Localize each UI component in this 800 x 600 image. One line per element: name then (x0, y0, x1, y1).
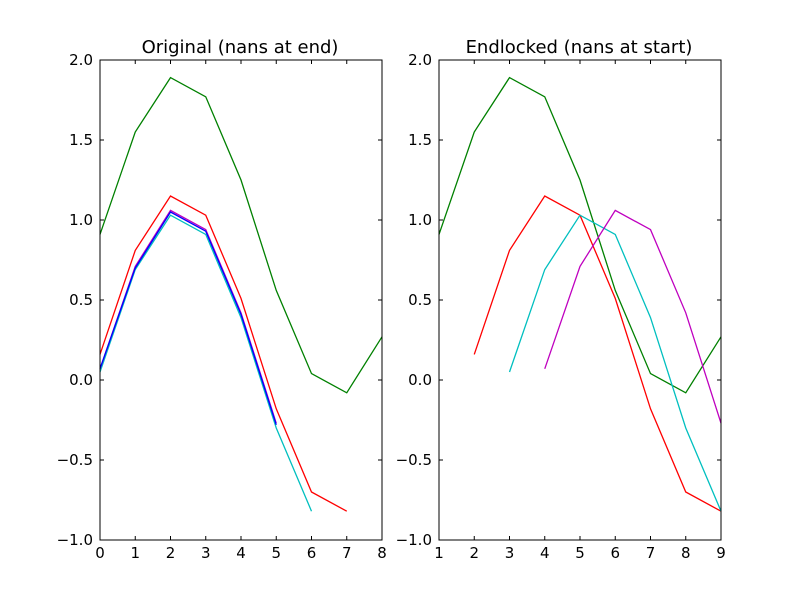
left-x-tick-label: 1 (130, 544, 140, 562)
left-y-tick-label: −1.0 (57, 531, 93, 549)
left-x-tick-label: 3 (201, 544, 211, 562)
right-series-line-0 (438, 76, 722, 394)
left-subplot-title: Original (nans at end) (142, 37, 339, 58)
right-subplot-title: Endlocked (nans at start) (466, 37, 693, 58)
left-x-tick-label: 5 (271, 544, 281, 562)
left-x-tick-label: 0 (95, 544, 105, 562)
right-series-line-3 (544, 209, 722, 424)
right-y-tick-label: 0.0 (408, 371, 432, 389)
left-x-tick-label: 6 (307, 544, 317, 562)
right-x-tick-label: 7 (646, 544, 656, 562)
left-series-line-4 (99, 211, 277, 425)
right-y-tick-label: 1.5 (408, 131, 432, 149)
left-y-tick-label: 2.0 (69, 51, 93, 69)
right-y-tick-label: −1.0 (396, 531, 432, 549)
left-subplot: Original (nans at end) 0 1 2 3 4 5 6 7 8 2.0 1.5 1.… (57, 37, 387, 562)
left-y-tick-label: 1.0 (69, 211, 93, 229)
left-y-tick-label: 0.5 (69, 291, 93, 309)
left-y-tick-label: 0.0 (69, 371, 93, 389)
right-subplot: Endlocked (nans at start) 1 2 3 4 5 6 7 8 9 2.0 1.… (396, 37, 726, 562)
right-y-tick-label: 1.0 (408, 211, 432, 229)
left-x-tick-label: 4 (236, 544, 246, 562)
left-subplot-lines (99, 76, 383, 512)
right-series-line-2 (508, 214, 722, 512)
right-x-tick-label: 4 (540, 544, 550, 562)
right-y-tick-label: 2.0 (408, 51, 432, 69)
right-x-tick-label: 1 (434, 544, 444, 562)
left-subplot-ticks: 0 1 2 3 4 5 6 7 8 2.0 1.5 1.0 0.5 0.0 −0.5 −1.0 (57, 51, 387, 562)
right-subplot-lines (438, 76, 722, 512)
left-series-line-0 (99, 76, 383, 394)
left-y-tick-label: −0.5 (57, 451, 93, 469)
right-subplot-ticks: 1 2 3 4 5 6 7 8 9 2.0 1.5 1.0 0.5 0.0 −0.5 −1.0 (396, 51, 726, 562)
left-x-tick-label: 7 (342, 544, 352, 562)
left-x-tick-label: 8 (377, 544, 387, 562)
right-y-tick-label: −0.5 (396, 451, 432, 469)
right-x-tick-label: 6 (610, 544, 620, 562)
right-y-tick-label: 0.5 (408, 291, 432, 309)
left-series-line-1 (99, 195, 348, 512)
left-x-tick-label: 2 (166, 544, 176, 562)
right-x-tick-label: 3 (505, 544, 515, 562)
right-series-line-1 (473, 195, 722, 512)
right-x-tick-label: 2 (469, 544, 479, 562)
right-x-tick-label: 5 (575, 544, 585, 562)
left-y-tick-label: 1.5 (69, 131, 93, 149)
right-x-tick-label: 9 (716, 544, 726, 562)
right-x-tick-label: 8 (681, 544, 691, 562)
